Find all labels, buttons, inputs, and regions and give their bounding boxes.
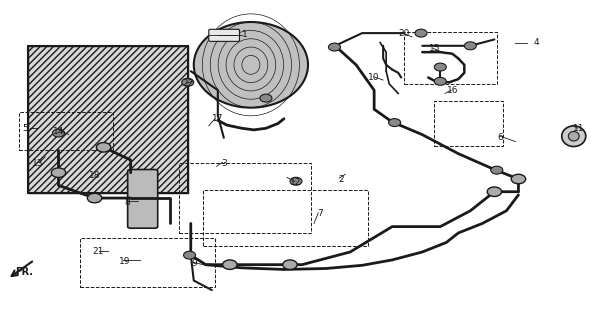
- Text: 17: 17: [212, 114, 223, 123]
- Text: 9: 9: [191, 259, 197, 268]
- Ellipse shape: [434, 63, 446, 71]
- Ellipse shape: [415, 29, 427, 37]
- Text: 20: 20: [399, 28, 410, 38]
- Ellipse shape: [487, 187, 501, 196]
- Ellipse shape: [491, 166, 503, 174]
- Ellipse shape: [511, 174, 525, 184]
- Text: 21: 21: [92, 247, 103, 257]
- Ellipse shape: [194, 22, 308, 108]
- Ellipse shape: [97, 142, 111, 152]
- Text: 4: 4: [534, 38, 539, 47]
- Text: 8: 8: [125, 198, 130, 207]
- Text: 6: 6: [498, 133, 503, 142]
- Text: 14: 14: [53, 127, 64, 136]
- Text: 16: 16: [446, 86, 458, 95]
- Ellipse shape: [329, 43, 341, 51]
- Bar: [28, 46, 188, 193]
- Ellipse shape: [88, 193, 102, 203]
- Text: 22: 22: [182, 79, 193, 88]
- Ellipse shape: [182, 78, 194, 86]
- Ellipse shape: [388, 119, 400, 126]
- Ellipse shape: [568, 132, 579, 141]
- Text: 11: 11: [573, 124, 584, 133]
- Bar: [28, 46, 188, 193]
- Text: FR.: FR.: [15, 267, 33, 277]
- Ellipse shape: [184, 251, 196, 259]
- Ellipse shape: [562, 126, 586, 147]
- Ellipse shape: [290, 177, 302, 185]
- FancyBboxPatch shape: [127, 170, 158, 228]
- Text: 7: 7: [317, 209, 323, 219]
- FancyBboxPatch shape: [209, 29, 239, 41]
- Text: 1: 1: [242, 30, 248, 39]
- Text: 12: 12: [291, 178, 301, 187]
- Ellipse shape: [51, 168, 66, 178]
- Text: 10: 10: [368, 73, 380, 82]
- Ellipse shape: [464, 42, 477, 50]
- Text: 2: 2: [338, 174, 344, 184]
- Ellipse shape: [260, 94, 272, 102]
- Ellipse shape: [53, 129, 65, 137]
- Ellipse shape: [223, 260, 237, 269]
- Bar: [80, 238, 215, 287]
- Text: 5: 5: [22, 124, 28, 133]
- Text: 18: 18: [89, 172, 100, 180]
- Bar: [434, 101, 503, 146]
- Bar: [203, 190, 368, 246]
- Bar: [404, 32, 498, 84]
- Text: 15: 15: [428, 44, 440, 53]
- Text: 3: 3: [221, 159, 226, 168]
- Ellipse shape: [283, 260, 297, 269]
- Text: 13: 13: [32, 159, 43, 168]
- Text: 19: 19: [119, 257, 130, 266]
- Bar: [179, 163, 311, 233]
- Bar: [19, 112, 112, 150]
- Ellipse shape: [434, 77, 446, 85]
